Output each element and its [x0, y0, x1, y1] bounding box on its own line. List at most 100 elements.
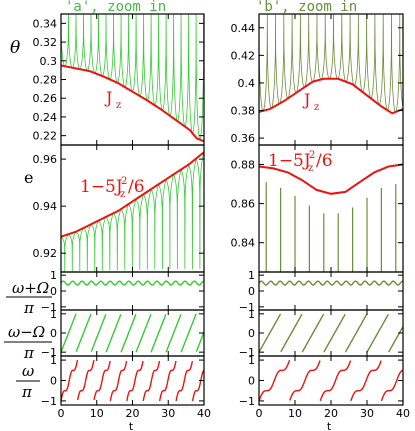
y-tick-label: 1: [50, 269, 57, 282]
axes-wp-b: −1 0 1: [239, 269, 404, 314]
plot-area-wp-a: [61, 280, 204, 286]
y-tick-label: 1: [248, 354, 255, 367]
phase-line: [280, 313, 303, 353]
axes-e-a: 0.92 0.94 0.96: [33, 144, 205, 273]
phase-line: [344, 313, 368, 353]
phase-line: [109, 360, 128, 402]
x-tick-label: 40: [197, 407, 211, 420]
y-tick-label: 0.36: [231, 132, 256, 145]
y-tick-label: 0.84: [231, 237, 256, 250]
x-tick-label: 10: [288, 407, 302, 420]
phase-line: [319, 360, 352, 402]
y-tick-label: 0.96: [33, 153, 58, 166]
y-tick-label: −1: [41, 395, 57, 408]
omega-numerator: ω: [22, 362, 34, 380]
phase-line: [150, 313, 167, 353]
envelope-line: [61, 64, 204, 143]
plot-area-e-a: [61, 151, 204, 272]
phase-line: [61, 360, 79, 402]
jz-text: J: [104, 88, 112, 107]
formula-tail: /6: [128, 177, 145, 197]
phase-line: [126, 360, 144, 402]
formula-superscript: 2: [309, 150, 315, 161]
phase-line: [159, 360, 177, 401]
phase-line: [175, 360, 194, 402]
plot-area-theta-b: [259, 14, 403, 115]
axes-wm-b: −1 0 1: [239, 308, 404, 359]
y-tick-label: 0.28: [33, 74, 58, 87]
phase-line: [387, 326, 403, 353]
y-tick-label: 0.38: [231, 105, 256, 118]
y-tick-label: 0.3: [40, 55, 58, 68]
y-tick-label: 1: [50, 354, 57, 367]
plot-area-wm-a: [61, 313, 204, 353]
phase-line: [350, 360, 382, 402]
annotation-formula-b: 1−5J z 2 /6: [268, 150, 333, 174]
omega-minus-denominator: π: [23, 344, 35, 362]
plot-area-wm-b: [259, 313, 403, 353]
phase-line: [366, 313, 389, 353]
x-tick-label: 20: [324, 407, 338, 420]
phase-line: [165, 314, 182, 353]
envelope-line: [259, 163, 403, 195]
axes-wm-a: −1 0 1: [41, 308, 205, 359]
y-tick-label: 1: [248, 269, 255, 282]
y-tick-label: 0: [50, 375, 57, 388]
formula-main: 1−5J: [268, 151, 311, 171]
y-tick-label: 0.26: [33, 92, 58, 105]
annotation-jz-b: J z: [302, 90, 319, 113]
phase-line: [142, 360, 161, 402]
phase-line: [135, 313, 152, 353]
phase-line: [90, 313, 107, 353]
formula-subscript: z: [308, 163, 313, 174]
axes-theta-b: 0.36 0.38 0.4 0.42 0.44: [231, 13, 404, 146]
row-label-theta: θ: [10, 38, 20, 58]
x-tick-label: 10: [90, 407, 104, 420]
phase-line: [75, 313, 92, 353]
y-tick-label: 0: [248, 285, 255, 298]
column-title-a: 'a', zoom in: [65, 0, 166, 15]
x-tick-label: 20: [126, 407, 140, 420]
y-tick-label: 0.88: [231, 159, 256, 172]
jz-text: J: [302, 90, 310, 109]
jz-subscript: z: [314, 102, 319, 113]
y-tick-label: −1: [239, 395, 255, 408]
phase-line: [259, 313, 282, 353]
phase-line: [301, 313, 325, 353]
omega-denominator: π: [21, 383, 33, 401]
omega-minus-numerator: ω−Ω: [8, 323, 45, 341]
phase-line: [289, 360, 321, 401]
y-tick-label: 0.86: [231, 198, 256, 211]
y-tick-label: 0.32: [33, 36, 58, 49]
panel-frame: [60, 271, 205, 311]
envelope-line: [259, 77, 403, 115]
annotation-formula-a: 1−5J z 2 /6: [80, 176, 145, 200]
x-axis-label-b: t: [327, 420, 332, 431]
y-tick-label: 0.42: [231, 49, 256, 62]
phase-line: [93, 360, 111, 401]
plot-area-w-a: [61, 359, 204, 402]
panel-frame: [258, 271, 404, 311]
y-tick-label: 1: [50, 308, 57, 321]
envelope-line: [61, 151, 204, 238]
phase-line: [195, 331, 204, 353]
y-tick-label: 0: [248, 375, 255, 388]
annotation-jz-a: J z: [104, 88, 121, 111]
y-tick-label: −1: [239, 301, 255, 314]
phase-line: [76, 359, 95, 401]
row-label-omega-minus: ω−Ω π: [4, 323, 52, 362]
row-label-omega: ω π: [16, 362, 40, 401]
phase-line: [259, 280, 403, 286]
y-tick-label: 0.34: [33, 17, 58, 30]
formula-subscript: z: [120, 189, 125, 200]
column-title-b: 'b', zoom in: [256, 0, 357, 15]
y-tick-label: 0.4: [238, 77, 256, 90]
y-tick-label: 1: [248, 308, 255, 321]
x-tick-label: 30: [161, 407, 175, 420]
x-tick-label: 30: [360, 407, 374, 420]
formula-tail: /6: [316, 151, 333, 171]
formula-superscript: 2: [121, 176, 127, 187]
phase-line: [105, 313, 122, 353]
panel-frame: [258, 355, 404, 406]
y-tick-label: −1: [239, 346, 255, 359]
